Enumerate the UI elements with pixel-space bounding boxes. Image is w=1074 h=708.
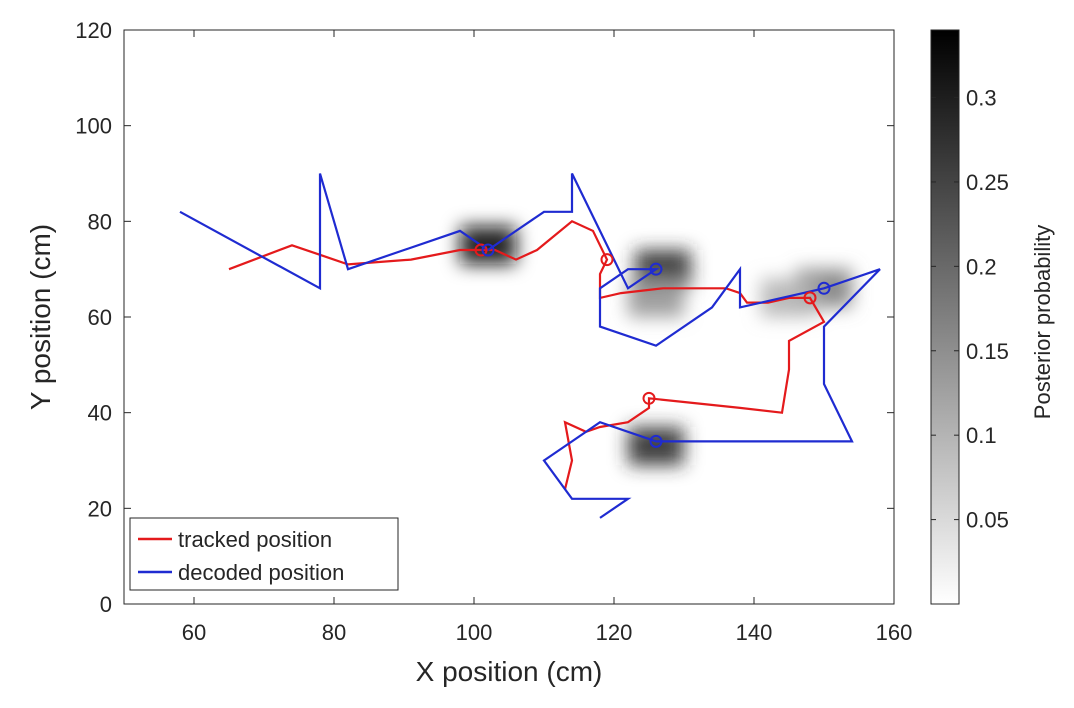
colorbar-tick-label-5: 0.3 — [966, 86, 997, 111]
x-axis-ticks: 60 80 100 120 140 160 — [182, 30, 913, 645]
legend-box — [129, 517, 399, 591]
decoded-marker-1 — [649, 262, 663, 276]
tracked-marker-3 — [642, 391, 656, 405]
position-markers — [474, 243, 831, 448]
x-tick-label-140: 140 — [736, 620, 773, 645]
colorbar-tick-label-3: 0.2 — [966, 254, 997, 279]
x-axis-label: X position (cm) — [416, 656, 603, 687]
y-tick-label-20: 20 — [88, 496, 112, 521]
y-axis-label: Y position (cm) — [25, 224, 56, 410]
colorbar-ticks: 0.05 0.1 0.15 0.2 0.25 0.3 — [931, 86, 1009, 533]
y-tick-label-80: 80 — [88, 209, 112, 234]
y-tick-label-120: 120 — [75, 18, 112, 43]
posterior-blob-2 — [628, 278, 684, 317]
legend: tracked position decoded position — [129, 517, 399, 591]
y-tick-label-100: 100 — [75, 114, 112, 139]
colorbar-tick-label-4: 0.25 — [966, 170, 1009, 195]
x-tick-label-120: 120 — [596, 620, 633, 645]
decoded-marker-3 — [649, 434, 663, 448]
x-tick-label-60: 60 — [182, 620, 206, 645]
tracked-marker-0 — [474, 243, 488, 257]
tracked-position-line — [228, 220, 826, 490]
decoded-marker-0 — [481, 243, 495, 257]
x-tick-label-160: 160 — [876, 620, 913, 645]
colorbar: 0.05 0.1 0.15 0.2 0.25 0.3 Posterior probabil… — [930, 29, 1055, 605]
colorbar-label: Posterior probability — [1030, 225, 1055, 419]
y-tick-label-0: 0 — [100, 592, 112, 617]
tracked-marker-1 — [600, 253, 614, 267]
legend-label-decoded: decoded position — [178, 560, 344, 585]
decoded-marker-2 — [817, 281, 831, 295]
colorbar-tick-label-0: 0.05 — [966, 508, 1009, 533]
colorbar-tick-label-2: 0.15 — [966, 339, 1009, 364]
colorbar-tick-label-1: 0.1 — [966, 423, 997, 448]
colorbar-gradient — [930, 29, 960, 605]
y-axis-ticks: 0 20 40 60 80 100 120 — [75, 18, 894, 617]
x-tick-label-80: 80 — [322, 620, 346, 645]
legend-label-tracked: tracked position — [178, 527, 332, 552]
y-tick-label-40: 40 — [88, 401, 112, 426]
y-tick-label-60: 60 — [88, 305, 112, 330]
x-tick-label-100: 100 — [456, 620, 493, 645]
tracked-marker-2 — [803, 291, 817, 305]
